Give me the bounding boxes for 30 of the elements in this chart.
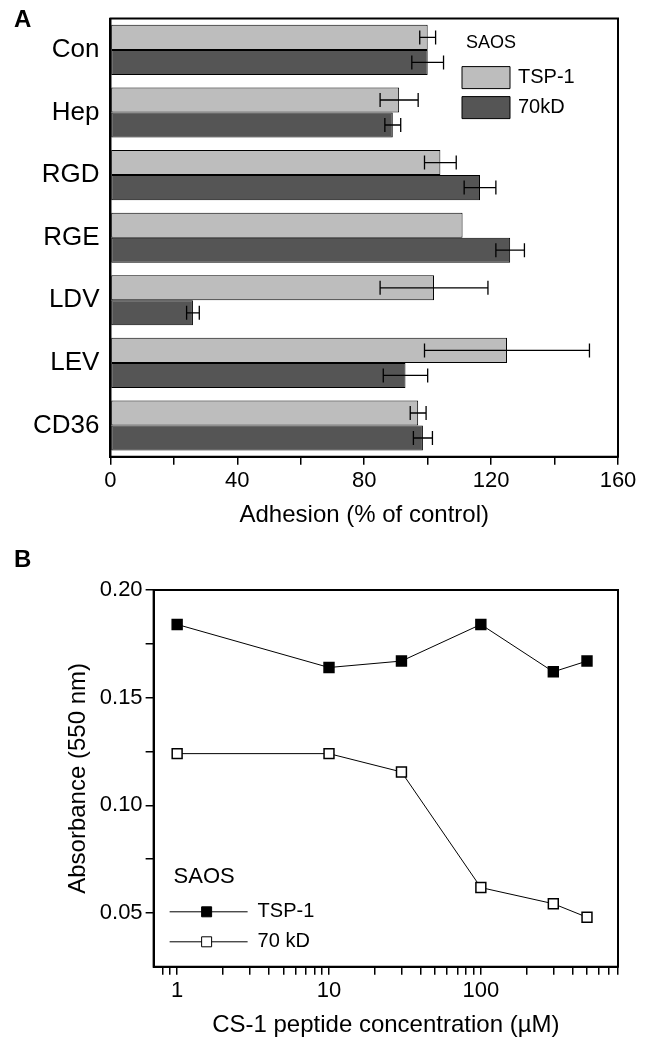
- x-tick-label: 80: [351, 467, 377, 493]
- y-tick-label: Con: [51, 33, 100, 64]
- chart-title: B: [14, 544, 32, 572]
- legend-title: SAOS: [173, 862, 235, 888]
- x-tick-label: 100: [462, 977, 500, 1003]
- chart-title: A: [14, 4, 32, 32]
- y-tick-label: RGE: [43, 220, 100, 251]
- x-axis-title: CS-1 peptide concentration (µM): [212, 1010, 560, 1038]
- x-tick-label: 10: [316, 977, 342, 1003]
- legend-label: 70 kD: [257, 929, 310, 952]
- y-tick-label: Hep: [51, 95, 100, 126]
- y-axis-title: Absorbance (550 nm): [63, 663, 91, 894]
- x-tick-label: 40: [225, 467, 250, 493]
- y-tick-label: 0.05: [99, 899, 143, 925]
- x-axis-title: Adhesion (% of control): [239, 500, 489, 528]
- x-tick-label: 0: [104, 467, 117, 493]
- x-tick-label: 120: [472, 467, 510, 493]
- x-tick-label: 160: [599, 467, 637, 493]
- legend-label: TSP-1: [518, 65, 575, 88]
- y-tick-label: LDV: [48, 283, 101, 314]
- legend-label: 70kD: [518, 95, 565, 118]
- y-tick-label: CD36: [32, 408, 100, 439]
- y-tick-label: 0.15: [99, 683, 143, 709]
- y-tick-label: 0.10: [99, 791, 143, 817]
- legend-label: TSP-1: [257, 899, 315, 922]
- legend-title: SAOS: [466, 31, 517, 52]
- y-tick-label: 0.20: [99, 576, 143, 602]
- x-tick-label: 1: [171, 977, 184, 1003]
- y-tick-label: RGD: [41, 158, 100, 189]
- y-tick-label: LEV: [50, 346, 101, 377]
